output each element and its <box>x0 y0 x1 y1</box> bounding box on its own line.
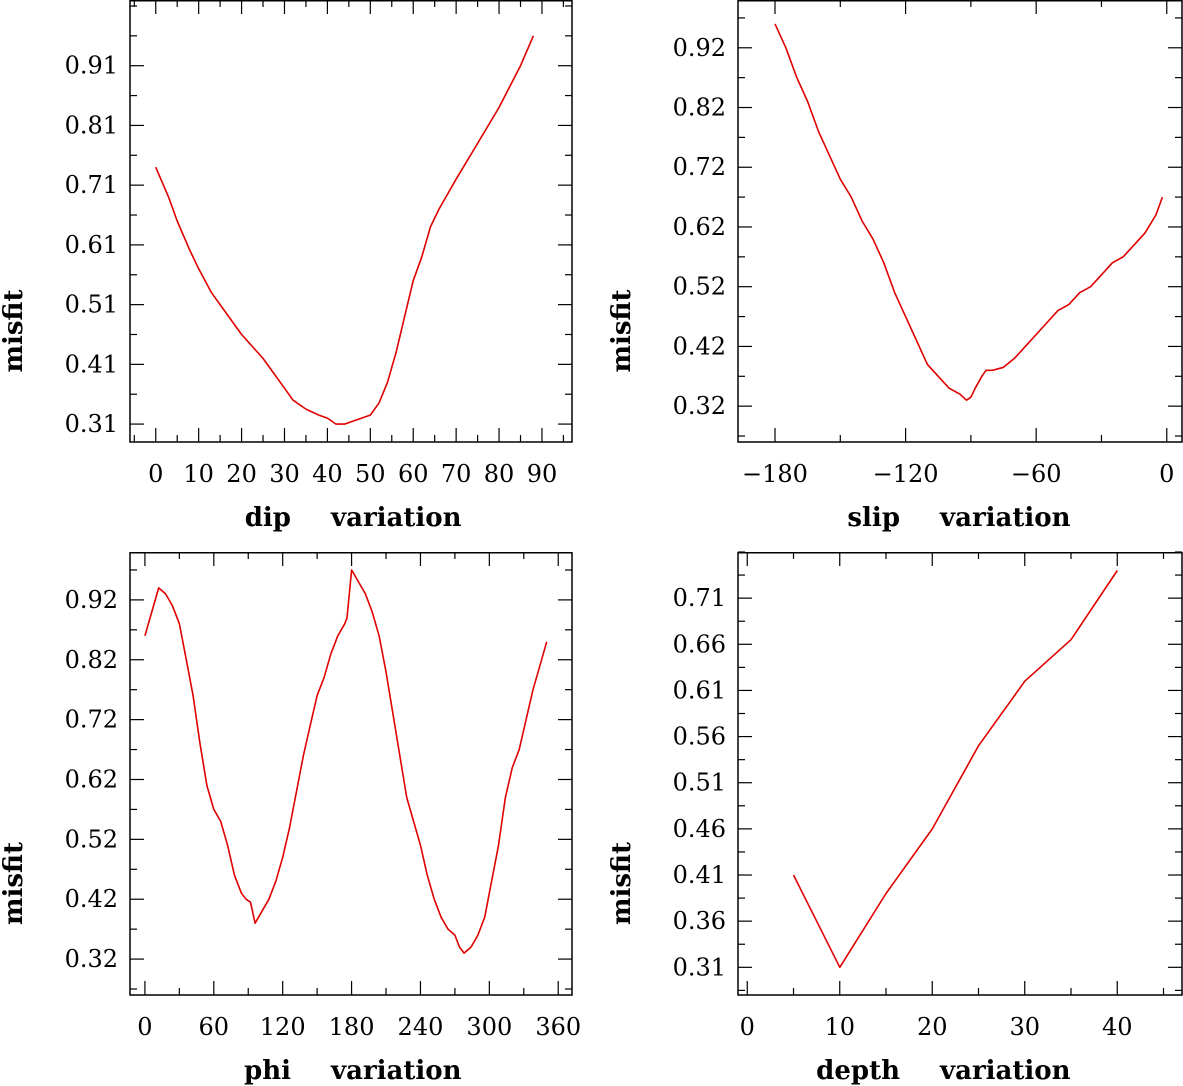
dip-plot-frame <box>129 0 573 443</box>
dip-xtick-label: 0 <box>148 460 163 488</box>
slip-misfit-curve <box>774 23 1164 402</box>
dip-ytick-label: 0.91 <box>65 52 118 80</box>
dip-xtick-label: 70 <box>441 460 472 488</box>
slip-ytick-label: 0.92 <box>673 34 726 62</box>
dip-xtick-label: 30 <box>269 460 300 488</box>
slip-xlabel-variable: slip <box>847 503 900 533</box>
phi-xtick-label: 60 <box>199 1013 230 1041</box>
phi-ytick-label: 0.52 <box>65 825 118 853</box>
depth-ytick-label: 0.46 <box>673 815 726 843</box>
slip-xtick-label: −120 <box>873 460 939 488</box>
dip-ytick-label: 0.51 <box>65 291 118 319</box>
dip-ytick-label: 0.81 <box>65 111 118 139</box>
panel-dip: 0.31 0.41 0.51 0.61 0.71 0.81 0.91 0 10 20 30 40 50 6… <box>0 0 573 533</box>
phi-xtick-label: 300 <box>466 1013 512 1041</box>
phi-xtick-label: 240 <box>398 1013 444 1041</box>
dip-xtick-label: 80 <box>484 460 515 488</box>
phi-xlabel-variable: phi <box>244 1056 291 1086</box>
dip-ytick-label: 0.71 <box>65 171 118 199</box>
dip-ytick-label: 0.61 <box>65 231 118 259</box>
slip-ytick-label: 0.42 <box>673 332 726 360</box>
slip-ytick-label: 0.82 <box>673 94 726 122</box>
dip-xtick-label: 90 <box>527 460 558 488</box>
dip-xlabel-variable: dip <box>245 503 291 533</box>
slip-xlabel-variation: variation <box>939 503 1071 533</box>
depth-xlabel-variation: variation <box>939 1056 1071 1086</box>
dip-ylabel: misfit <box>0 290 29 373</box>
phi-xlabel-variation: variation <box>330 1056 462 1086</box>
slip-ytick-label: 0.72 <box>673 153 726 181</box>
depth-ytick-label: 0.51 <box>673 769 726 797</box>
phi-xtick-label: 180 <box>329 1013 375 1041</box>
depth-ylabel: misfit <box>607 842 637 925</box>
phi-plot-frame <box>129 552 573 996</box>
phi-xtick-label: 120 <box>260 1013 306 1041</box>
depth-xtick-label: 10 <box>824 1013 855 1041</box>
depth-ytick-label: 0.36 <box>673 907 726 935</box>
phi-ytick-label: 0.42 <box>65 885 118 913</box>
slip-ytick-label: 0.32 <box>673 392 726 420</box>
phi-ylabel: misfit <box>0 842 29 925</box>
phi-ytick-label: 0.62 <box>65 765 118 793</box>
slip-xtick-label: −60 <box>1011 460 1062 488</box>
slip-ytick-label: 0.62 <box>673 213 726 241</box>
dip-xtick-label: 10 <box>183 460 214 488</box>
depth-ytick-label: 0.61 <box>673 676 726 704</box>
depth-ytick-label: 0.31 <box>673 953 726 981</box>
depth-xtick-label: 40 <box>1102 1013 1133 1041</box>
phi-ytick-label: 0.92 <box>65 586 118 614</box>
panel-slip: 0.32 0.42 0.52 0.62 0.72 0.82 0.92 −180 −120 −60 0… <box>607 0 1183 533</box>
depth-ytick-label: 0.71 <box>673 584 726 612</box>
slip-xtick-label: 0 <box>1159 460 1174 488</box>
phi-xtick-label: 0 <box>137 1013 152 1041</box>
depth-ytick-label: 0.66 <box>673 630 726 658</box>
phi-ytick-label: 0.82 <box>65 646 118 674</box>
dip-xtick-label: 50 <box>355 460 386 488</box>
depth-xtick-label: 20 <box>917 1013 948 1041</box>
depth-ytick-label: 0.56 <box>673 723 726 751</box>
dip-xtick-label: 60 <box>398 460 429 488</box>
dip-misfit-curve <box>154 35 535 425</box>
depth-xtick-label: 0 <box>740 1013 755 1041</box>
depth-xtick-label: 30 <box>1009 1013 1040 1041</box>
dip-ytick-label: 0.31 <box>65 410 118 438</box>
depth-xlabel-variable: depth <box>816 1056 900 1086</box>
phi-ytick-label: 0.72 <box>65 706 118 734</box>
dip-xtick-label: 20 <box>226 460 257 488</box>
slip-xtick-label: −180 <box>742 460 808 488</box>
phi-misfit-curve <box>144 569 548 954</box>
slip-ytick-label: 0.52 <box>673 273 726 301</box>
dip-xlabel-variation: variation <box>330 503 462 533</box>
panel-phi: 0.32 0.42 0.52 0.62 0.72 0.82 0.92 0 60 120 180 240… <box>0 552 581 1086</box>
slip-ylabel: misfit <box>607 290 637 373</box>
dip-ytick-label: 0.41 <box>65 350 118 378</box>
phi-xtick-label: 360 <box>535 1013 581 1041</box>
dip-xtick-label: 40 <box>312 460 343 488</box>
depth-misfit-curve <box>792 570 1118 969</box>
depth-ytick-label: 0.41 <box>673 861 726 889</box>
slip-plot-frame <box>737 0 1183 443</box>
phi-ytick-label: 0.32 <box>65 945 118 973</box>
panel-depth: 0.31 0.36 0.41 0.46 0.51 0.56 0.61 0.66 0.71 0 10 2… <box>607 551 1183 1086</box>
depth-plot-frame <box>737 552 1183 996</box>
